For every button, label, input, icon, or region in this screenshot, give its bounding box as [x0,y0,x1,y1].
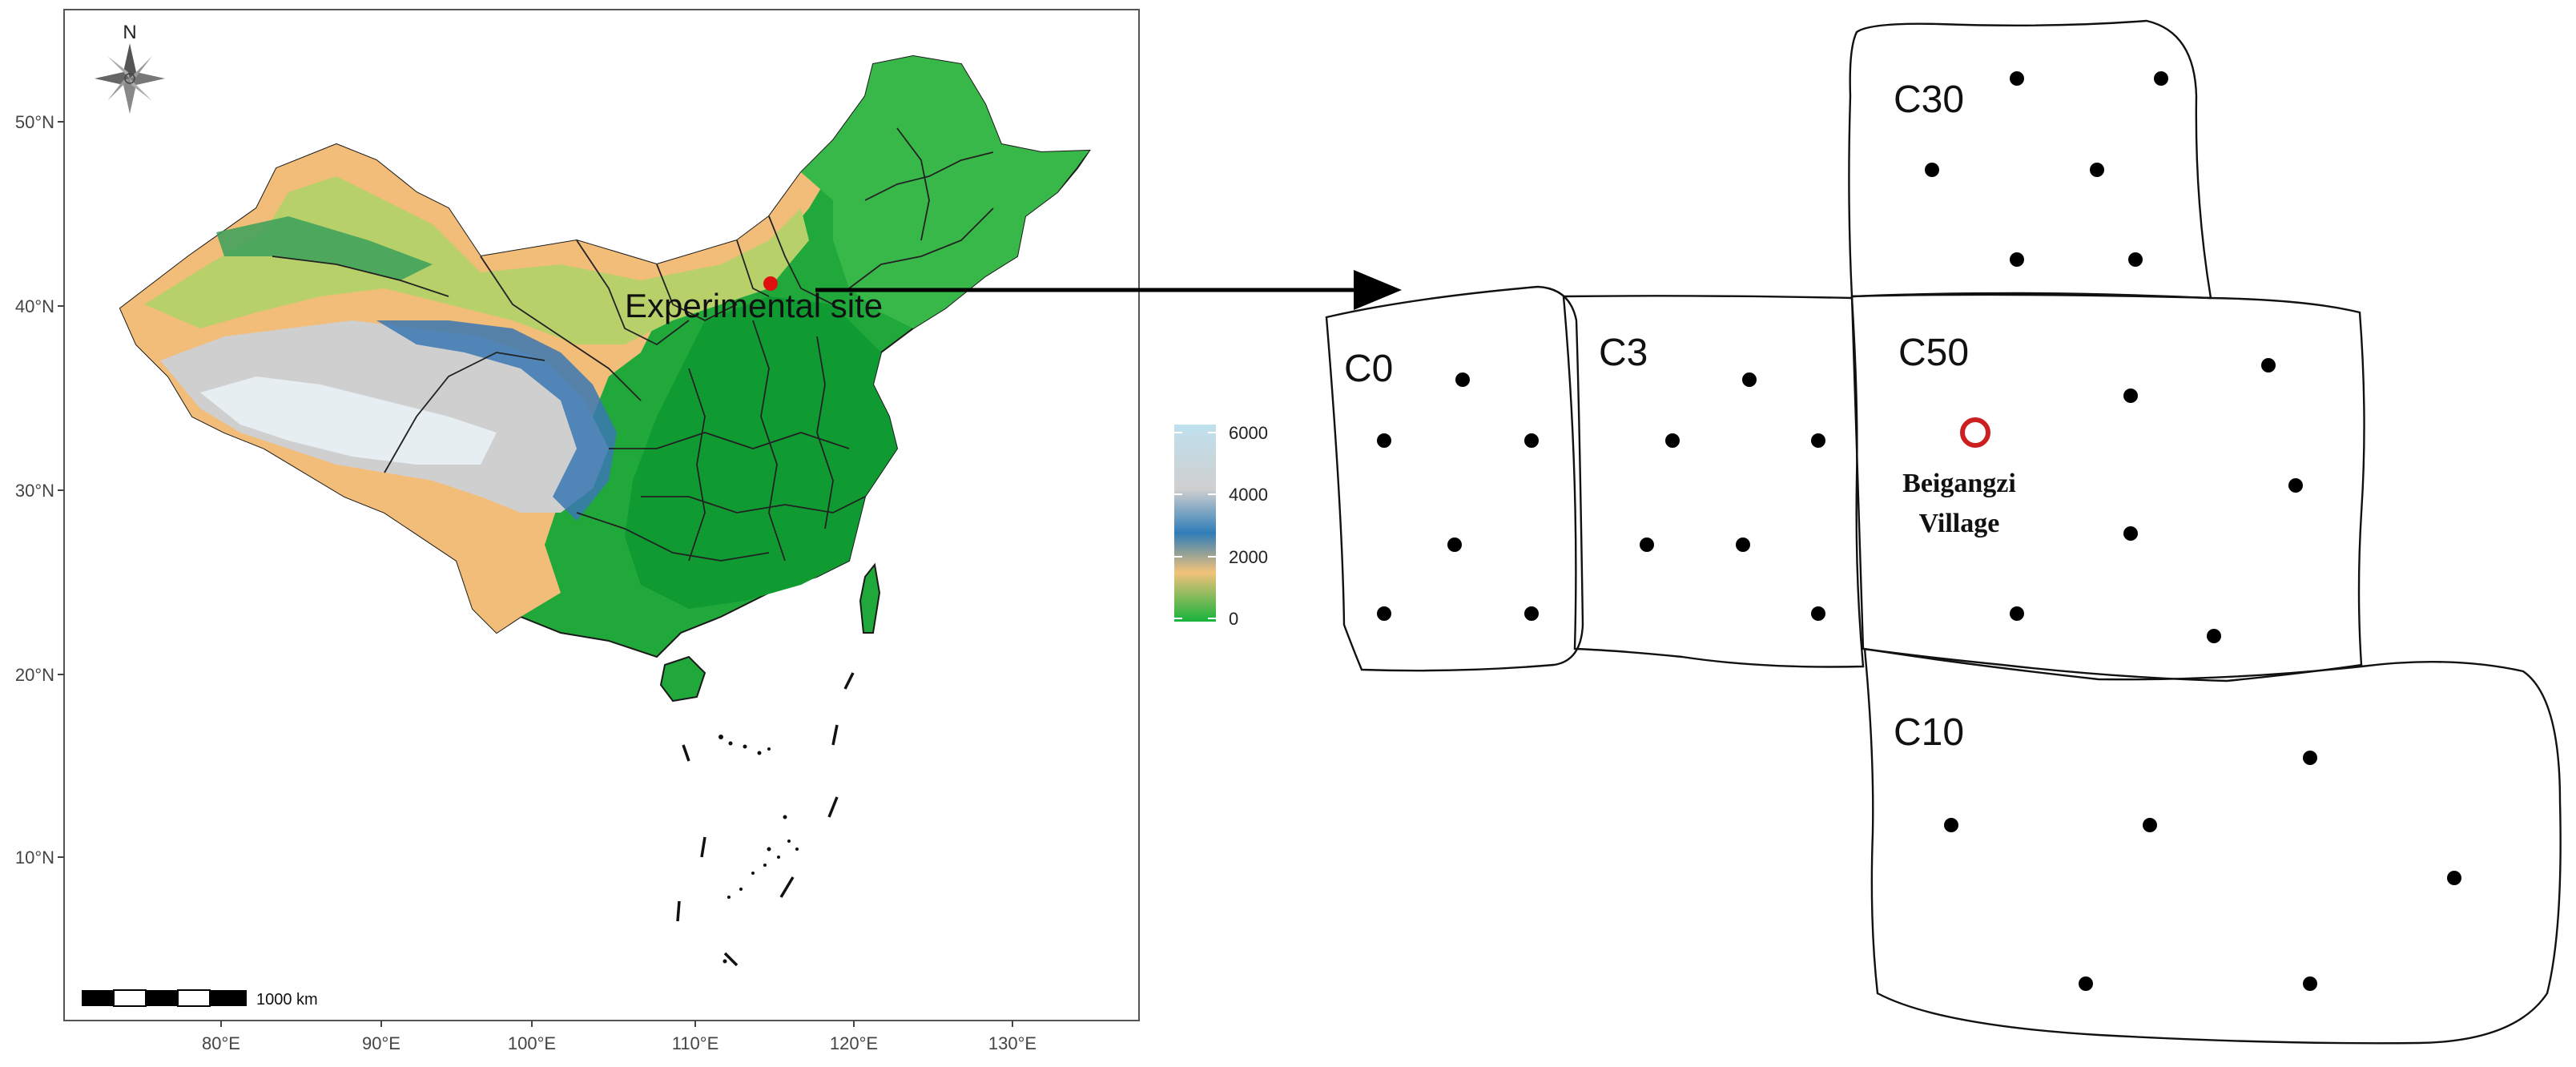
village-label-line1: Beigangzi [1902,469,2016,498]
lat-ticks [58,121,64,858]
north-label: N [123,22,136,43]
sampling-points [1377,71,2461,991]
region-steppe [144,176,809,344]
sample-point [1524,606,1539,621]
nine-dash-line [676,672,855,967]
sample-point [2303,751,2317,765]
region-hainan [659,655,706,703]
plot-outline-c3 [1562,295,1865,668]
map-panel: N 1000 km 50°N 40°N 30°N 20°N 10°N [15,9,1140,1053]
plot-label-c50: C50 [1898,332,1969,374]
lon-label-100: 100°E [508,1033,556,1053]
sample-point [2010,606,2024,621]
region-rim [376,320,617,521]
plot-outline-c30 [1848,19,2212,300]
lon-ticks [220,1021,1013,1027]
sample-point [1455,372,1470,387]
plot-outline-c10 [1863,647,2562,1045]
china-landmass [119,54,1091,703]
sample-point [2010,252,2024,267]
lat-label-20: 20°N [15,665,54,685]
plot-outline-c0 [1325,285,1584,672]
sample-point [2123,526,2138,541]
province-borders [272,127,994,562]
plot-label-c10: C10 [1894,711,1964,754]
site-marker [763,276,778,291]
lat-label-40: 40°N [15,296,54,316]
plot-label-c0: C0 [1344,348,1393,390]
sample-point [1377,433,1391,448]
plot-layout: C30 C0 C3 C50 C10 [1325,19,2562,1045]
region-peaks [200,376,497,465]
sample-point [2143,818,2157,832]
sample-point [1811,606,1825,621]
region-tarim [216,216,433,280]
legend-label-6000: 6000 [1229,423,1268,443]
scale-bar [82,989,247,1007]
plot-label-c30: C30 [1894,79,1964,121]
sample-point [2207,629,2221,643]
sample-point [2154,71,2168,86]
sample-point [1736,538,1750,552]
sample-point [2090,163,2104,177]
lon-label-110: 110°E [672,1033,719,1053]
sample-point [1447,538,1462,552]
region-taiwan [859,562,881,634]
sample-point [1665,433,1680,448]
sample-point [2010,71,2024,86]
sample-point [2261,358,2276,372]
region-northeast [801,56,1089,328]
scale-label: 1000 km [256,991,318,1009]
sample-point [2447,871,2461,885]
lat-label-50: 50°N [15,112,54,132]
sample-point [2123,389,2138,403]
south-sea-islands [718,735,799,964]
sample-point [2079,976,2093,991]
lat-label-10: 10°N [15,848,54,868]
legend-colorbar [1174,425,1216,622]
lat-label-30: 30°N [15,481,54,501]
sample-point [1742,372,1757,387]
lon-label-80: 80°E [202,1033,240,1053]
sample-point [1811,433,1825,448]
sample-point [1524,433,1539,448]
elevation-legend: 6000 4000 2000 0 [1174,423,1268,629]
sample-point [2303,976,2317,991]
sample-point [1640,538,1654,552]
lon-label-120: 120°E [830,1033,878,1053]
sample-point [1377,606,1391,621]
north-arrow [95,43,165,114]
site-label: Experimental site [625,287,883,324]
sample-point [1944,818,1958,832]
lon-label-90: 90°E [362,1033,400,1053]
legend-label-0: 0 [1229,609,1238,629]
village-label-line2: Village [1919,509,2000,538]
legend-label-2000: 2000 [1229,547,1268,567]
sample-point [1925,163,1939,177]
plot-label-c3: C3 [1599,332,1648,374]
region-central-plain [625,296,897,609]
sample-point [2128,252,2143,267]
sample-point [2288,478,2303,493]
legend-label-4000: 4000 [1229,485,1268,505]
lon-label-130: 130°E [988,1033,1036,1053]
village-marker [1960,417,1990,448]
